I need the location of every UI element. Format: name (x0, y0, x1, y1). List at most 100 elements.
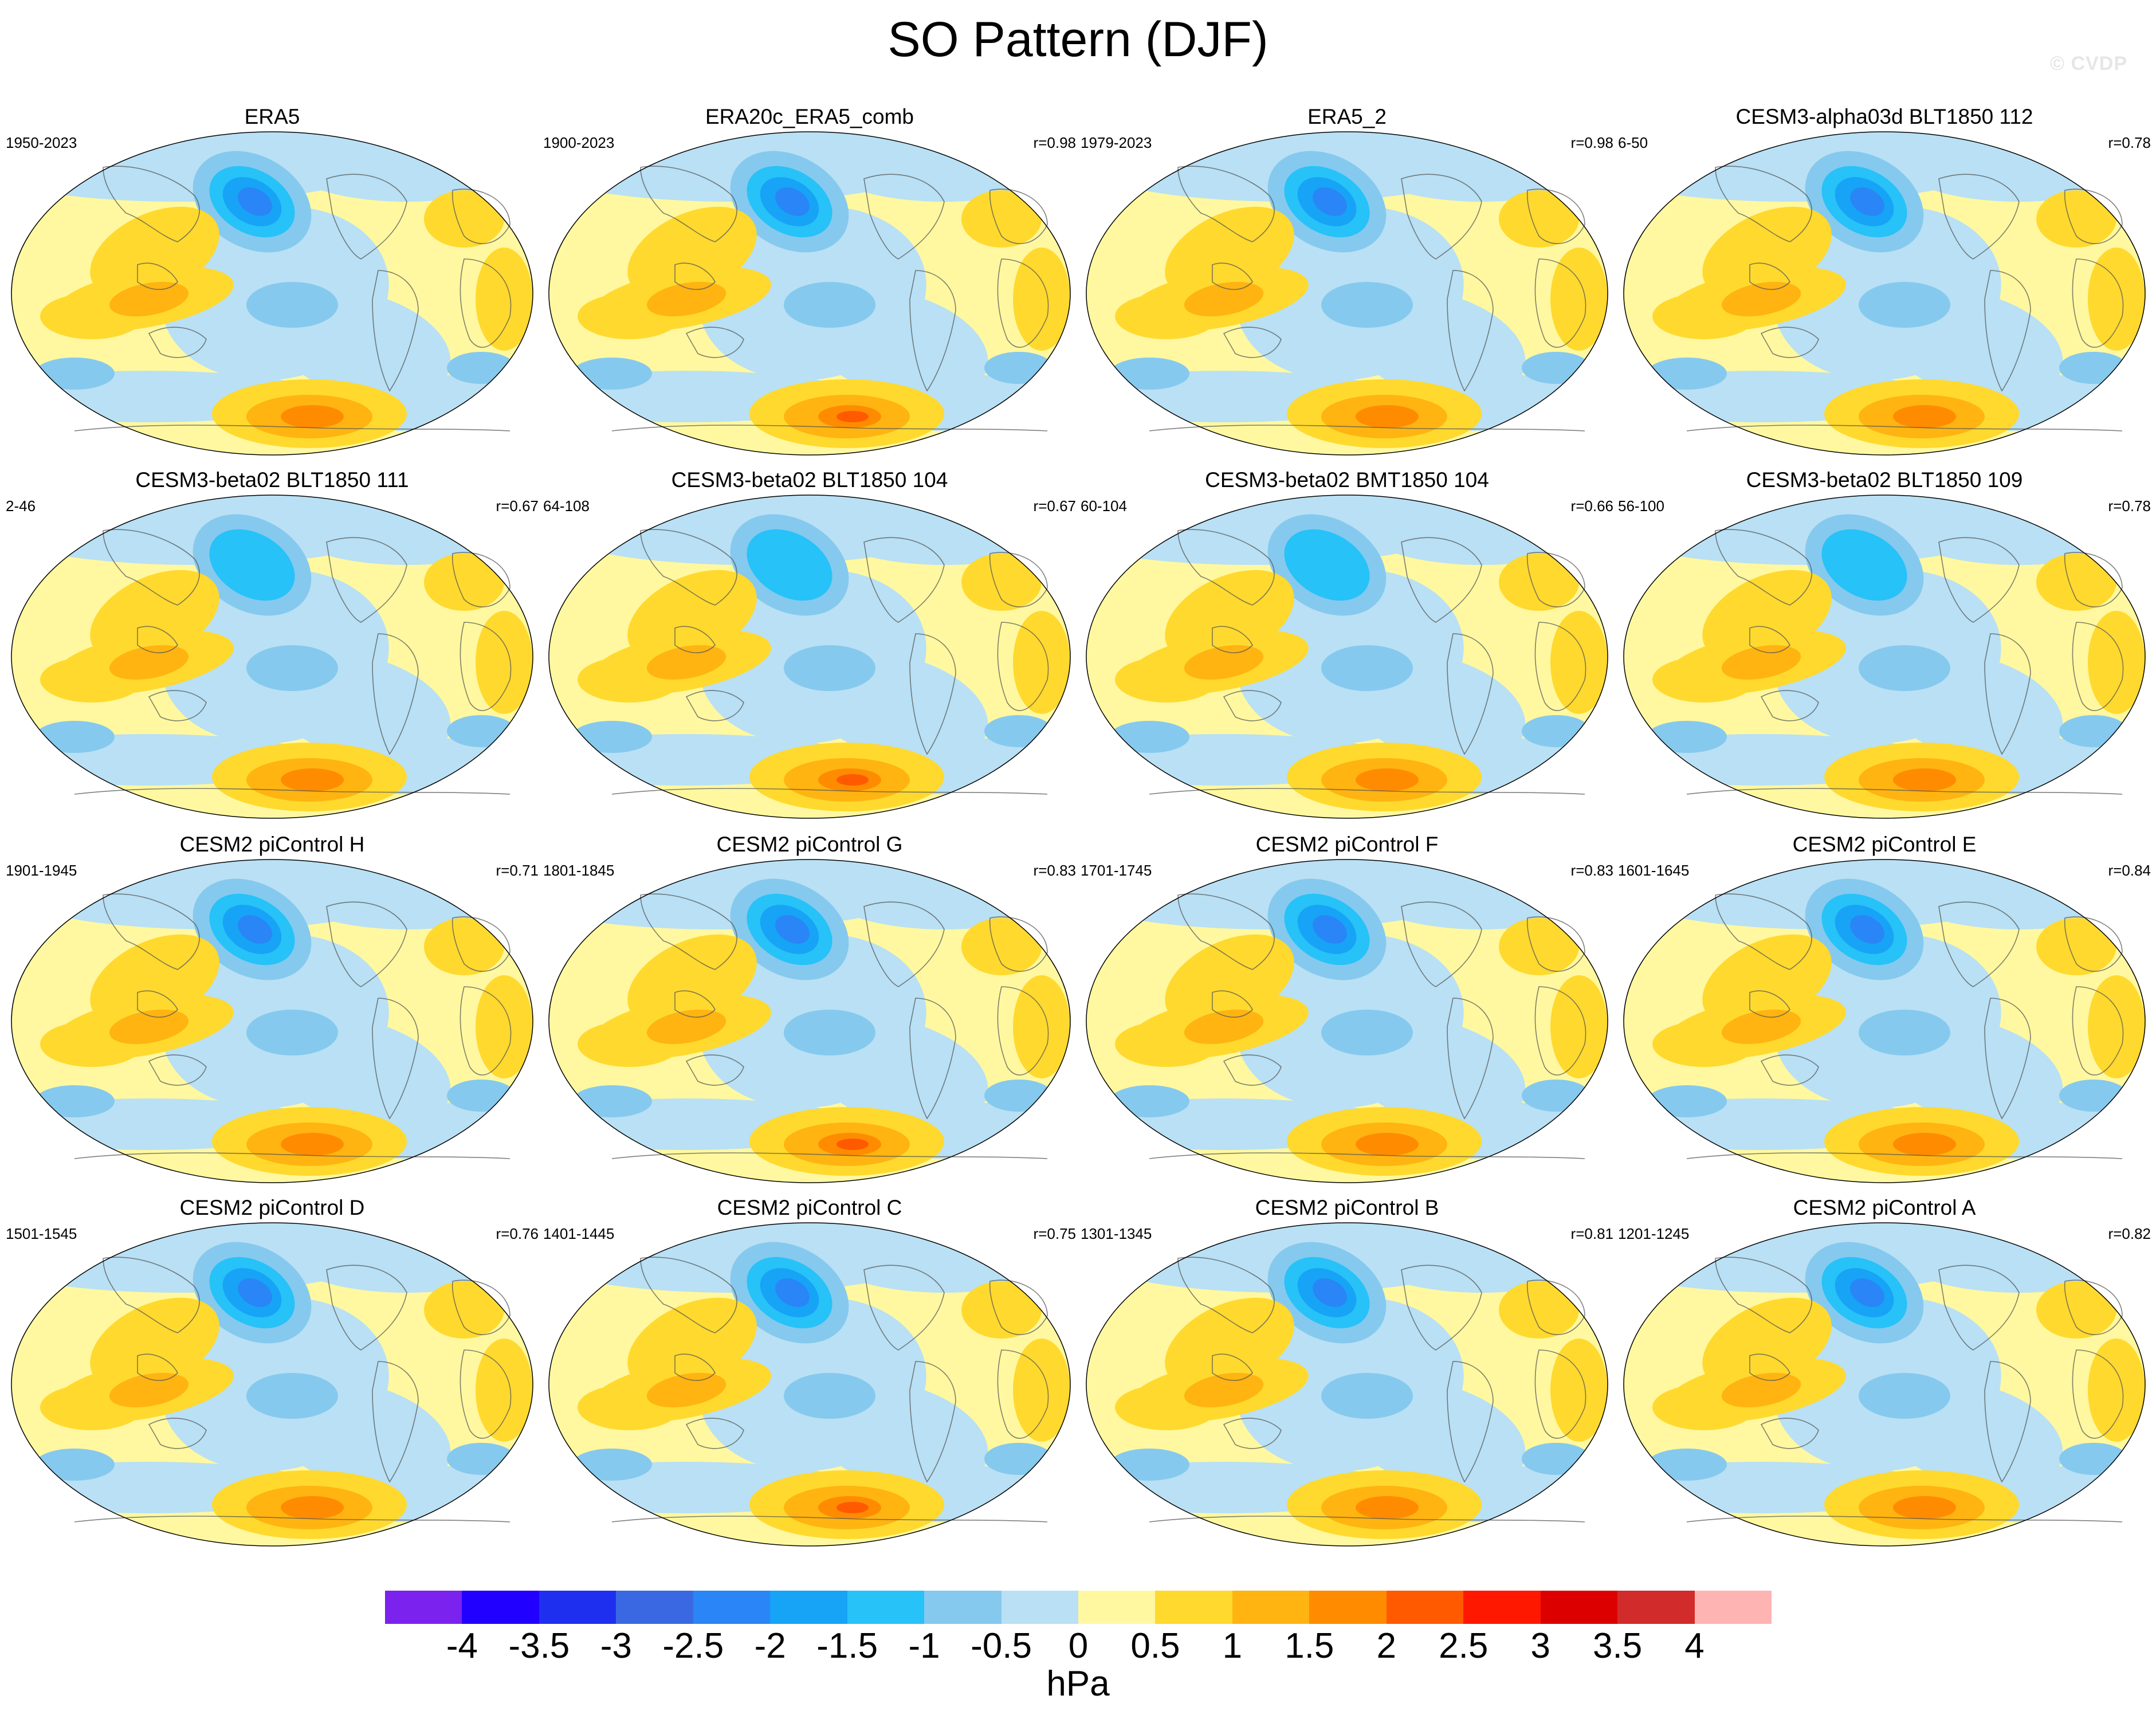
panel-period: 1979-2023 (1081, 134, 1152, 151)
colorbar-swatch (616, 1591, 694, 1624)
map-panel: ERA20c_ERA5_comb 1900-2023 r=0.98 (543, 104, 1076, 460)
colorbar-swatch (462, 1591, 540, 1624)
colorbar-tick-label: 4 (1684, 1626, 1705, 1666)
panel-correlation: r=0.81 (1570, 1225, 1613, 1242)
map-field (548, 859, 1071, 1183)
panel-period: 60-104 (1081, 497, 1127, 515)
panel-period: 1201-1245 (1618, 1225, 1690, 1242)
panel-period: 2-46 (6, 497, 36, 515)
map-panel: CESM3-beta02 BLT1850 111 2-46 r=0.67 (6, 468, 539, 823)
panel-period: 6-50 (1618, 134, 1648, 151)
panel-period: 1950-2023 (6, 134, 77, 151)
colorbar-swatch (847, 1591, 925, 1624)
map-panel-grid: ERA5 1950-2023 ERA20c_ERA5_comb 1900-2023 r=… (6, 104, 2151, 1547)
panel-title: CESM2 piControl A (1793, 1196, 1976, 1219)
map-panel: ERA5 1950-2023 (6, 104, 539, 460)
map-panel: CESM2 piControl E 1601-1645 r=0.84 (1618, 832, 2151, 1187)
watermark: © CVDP (2050, 53, 2127, 74)
panel-title: ERA5 (244, 105, 300, 128)
map-field (1086, 859, 1608, 1183)
map-field (1623, 131, 2146, 456)
colorbar-swatch (1001, 1591, 1079, 1624)
map-panel: CESM2 piControl H 1901-1945 r=0.71 (6, 832, 539, 1187)
map-field (11, 495, 533, 819)
panel-correlation: r=0.78 (2108, 497, 2151, 515)
map-field (1086, 495, 1608, 819)
map-panel: CESM2 piControl G 1801-1845 r=0.83 (543, 832, 1076, 1187)
colorbar-swatch (385, 1591, 462, 1624)
colorbar-swatch (693, 1591, 771, 1624)
map-field (548, 495, 1071, 819)
colorbar-swatch (1617, 1591, 1695, 1624)
map-field (11, 859, 533, 1183)
panel-correlation: r=0.82 (2108, 1225, 2151, 1242)
panel-correlation: r=0.98 (1570, 134, 1613, 151)
panel-period: 1401-1445 (543, 1225, 615, 1242)
colorbar-swatch (924, 1591, 1002, 1624)
figure-title: SO Pattern (DJF) (887, 12, 1269, 67)
panel-title: CESM2 piControl C (717, 1196, 902, 1219)
map-field (1623, 495, 2146, 819)
map-field (1623, 1222, 2146, 1547)
map-panel: CESM3-alpha03d BLT1850 112 6-50 r=0.78 (1618, 104, 2151, 460)
map-field (11, 1222, 533, 1547)
colorbar-swatch (1078, 1591, 1156, 1624)
colorbar-tick-label: 1.5 (1285, 1626, 1334, 1666)
panel-correlation: r=0.66 (1570, 497, 1613, 515)
colorbar-swatch (1540, 1591, 1618, 1624)
panel-correlation: r=0.71 (496, 862, 539, 879)
map-panel: ERA5_2 1979-2023 r=0.98 (1081, 104, 1613, 460)
panel-correlation: r=0.83 (1570, 862, 1613, 879)
panel-period: 1801-1845 (543, 862, 615, 879)
map-field (548, 1222, 1071, 1547)
panel-title: CESM3-alpha03d BLT1850 112 (1735, 105, 2033, 128)
panel-period: 1701-1745 (1081, 862, 1152, 879)
colorbar-tick-label: -3.5 (508, 1626, 570, 1666)
map-panel: CESM3-beta02 BLT1850 104 64-108 r=0.67 (543, 468, 1076, 823)
colorbar-tick-label: 3.5 (1593, 1626, 1643, 1666)
panel-title: ERA5_2 (1307, 105, 1387, 128)
colorbar-tick-label: -0.5 (971, 1626, 1032, 1666)
panel-correlation: r=0.78 (2108, 134, 2151, 151)
panel-period: 64-108 (543, 497, 590, 515)
colorbar-tick-label: -1 (908, 1626, 940, 1666)
panel-correlation: r=0.75 (1033, 1225, 1076, 1242)
map-panel: CESM2 piControl D 1501-1545 r=0.76 (6, 1195, 539, 1551)
colorbar-swatch (770, 1591, 848, 1624)
colorbar-tick-label: 2.5 (1439, 1626, 1489, 1666)
panel-correlation: r=0.84 (2108, 862, 2151, 879)
panel-title: CESM3-beta02 BLT1850 109 (1746, 468, 2023, 492)
panel-title: CESM3-beta02 BMT1850 104 (1205, 468, 1489, 492)
panel-title: CESM3-beta02 BLT1850 111 (135, 468, 409, 492)
panel-correlation: r=0.83 (1033, 862, 1076, 879)
colorbar-tick-label: -2.5 (662, 1626, 724, 1666)
colorbar-units: hPa (1046, 1664, 1110, 1704)
map-panel: CESM2 piControl B 1301-1345 r=0.81 (1081, 1195, 1613, 1551)
panel-title: CESM3-beta02 BLT1850 104 (671, 468, 948, 492)
colorbar-tick-label: 0.5 (1130, 1626, 1180, 1666)
colorbar-tick-label: 3 (1530, 1626, 1550, 1666)
panel-title: CESM2 piControl F (1255, 833, 1439, 856)
map-field (11, 131, 533, 456)
colorbar-swatch (1309, 1591, 1387, 1624)
colorbar-swatch (539, 1591, 616, 1624)
colorbar (385, 1591, 1772, 1624)
colorbar-swatch (1232, 1591, 1310, 1624)
panel-title: CESM2 piControl B (1255, 1196, 1439, 1219)
colorbar-tick-label: 1 (1222, 1626, 1243, 1666)
panel-title: ERA20c_ERA5_comb (705, 105, 914, 128)
colorbar-swatch (1155, 1591, 1233, 1624)
colorbar-tick-label: 0 (1068, 1626, 1089, 1666)
colorbar-swatch (1694, 1591, 1772, 1624)
map-field (1086, 1222, 1608, 1547)
panel-period: 1901-1945 (6, 862, 77, 879)
panel-correlation: r=0.76 (496, 1225, 539, 1242)
colorbar-tick-label: -1.5 (816, 1626, 878, 1666)
map-panel: CESM2 piControl A 1201-1245 r=0.82 (1618, 1195, 2151, 1551)
panel-title: CESM2 piControl E (1792, 833, 1977, 856)
panel-period: 1900-2023 (543, 134, 615, 151)
map-panel: CESM3-beta02 BMT1850 104 60-104 r=0.66 (1081, 468, 1613, 823)
panel-period: 1301-1345 (1081, 1225, 1152, 1242)
map-panel: CESM2 piControl C 1401-1445 r=0.75 (543, 1195, 1076, 1551)
map-field (1623, 859, 2146, 1183)
